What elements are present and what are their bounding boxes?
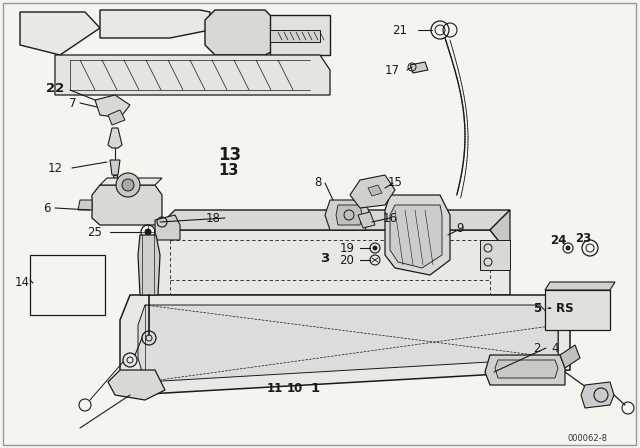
Text: 7: 7 bbox=[69, 96, 77, 109]
Polygon shape bbox=[350, 175, 395, 208]
Polygon shape bbox=[205, 10, 275, 55]
Polygon shape bbox=[270, 30, 320, 42]
Polygon shape bbox=[410, 62, 428, 73]
Text: 18: 18 bbox=[205, 211, 220, 224]
Text: 000062-8: 000062-8 bbox=[568, 434, 608, 443]
Polygon shape bbox=[390, 205, 442, 268]
Text: 17: 17 bbox=[385, 64, 399, 77]
Text: 21: 21 bbox=[392, 23, 408, 36]
Polygon shape bbox=[78, 200, 92, 210]
Circle shape bbox=[122, 179, 134, 191]
Polygon shape bbox=[270, 15, 330, 55]
Text: 11: 11 bbox=[267, 382, 283, 395]
Text: 9: 9 bbox=[456, 221, 464, 234]
Text: 16: 16 bbox=[383, 211, 397, 224]
Text: 24: 24 bbox=[550, 233, 566, 246]
Polygon shape bbox=[20, 12, 100, 55]
Text: 13: 13 bbox=[218, 163, 238, 177]
Polygon shape bbox=[113, 175, 117, 182]
Polygon shape bbox=[485, 355, 565, 385]
Circle shape bbox=[145, 229, 151, 235]
Circle shape bbox=[373, 246, 377, 250]
Polygon shape bbox=[55, 55, 330, 95]
Circle shape bbox=[566, 246, 570, 250]
Circle shape bbox=[116, 173, 140, 197]
Polygon shape bbox=[155, 230, 510, 295]
Polygon shape bbox=[138, 305, 558, 382]
Text: 15: 15 bbox=[388, 176, 403, 189]
Polygon shape bbox=[545, 290, 610, 330]
Polygon shape bbox=[100, 178, 162, 185]
Polygon shape bbox=[480, 240, 510, 270]
Polygon shape bbox=[120, 295, 570, 395]
Polygon shape bbox=[385, 195, 450, 275]
Text: 19: 19 bbox=[339, 241, 355, 254]
Polygon shape bbox=[155, 215, 180, 240]
Polygon shape bbox=[100, 10, 210, 38]
Text: 10: 10 bbox=[287, 382, 303, 395]
Text: 12: 12 bbox=[47, 161, 63, 175]
Text: 22: 22 bbox=[46, 82, 64, 95]
Text: 5: 5 bbox=[533, 302, 541, 314]
Polygon shape bbox=[545, 282, 615, 290]
Polygon shape bbox=[110, 160, 120, 175]
Polygon shape bbox=[138, 235, 160, 295]
Text: 23: 23 bbox=[575, 232, 591, 245]
Text: 13: 13 bbox=[218, 146, 241, 164]
Polygon shape bbox=[108, 110, 125, 125]
Polygon shape bbox=[368, 185, 382, 196]
Polygon shape bbox=[95, 95, 130, 118]
Polygon shape bbox=[155, 210, 510, 230]
Text: 4: 4 bbox=[551, 341, 559, 354]
Polygon shape bbox=[336, 205, 362, 225]
Text: 20: 20 bbox=[340, 254, 355, 267]
Text: 14: 14 bbox=[15, 276, 29, 289]
Polygon shape bbox=[490, 210, 510, 255]
Polygon shape bbox=[325, 200, 370, 230]
Polygon shape bbox=[108, 370, 165, 400]
Text: 2: 2 bbox=[533, 341, 541, 354]
Polygon shape bbox=[92, 185, 162, 225]
Polygon shape bbox=[581, 382, 614, 408]
Polygon shape bbox=[560, 345, 580, 368]
Polygon shape bbox=[495, 360, 558, 378]
Text: 6: 6 bbox=[44, 202, 51, 215]
Text: 1: 1 bbox=[310, 382, 319, 395]
Polygon shape bbox=[358, 212, 375, 228]
Polygon shape bbox=[108, 128, 122, 148]
Text: 25: 25 bbox=[88, 225, 102, 238]
Text: 8: 8 bbox=[314, 176, 322, 189]
Text: - RS: - RS bbox=[547, 302, 573, 314]
Text: 3: 3 bbox=[321, 251, 330, 264]
